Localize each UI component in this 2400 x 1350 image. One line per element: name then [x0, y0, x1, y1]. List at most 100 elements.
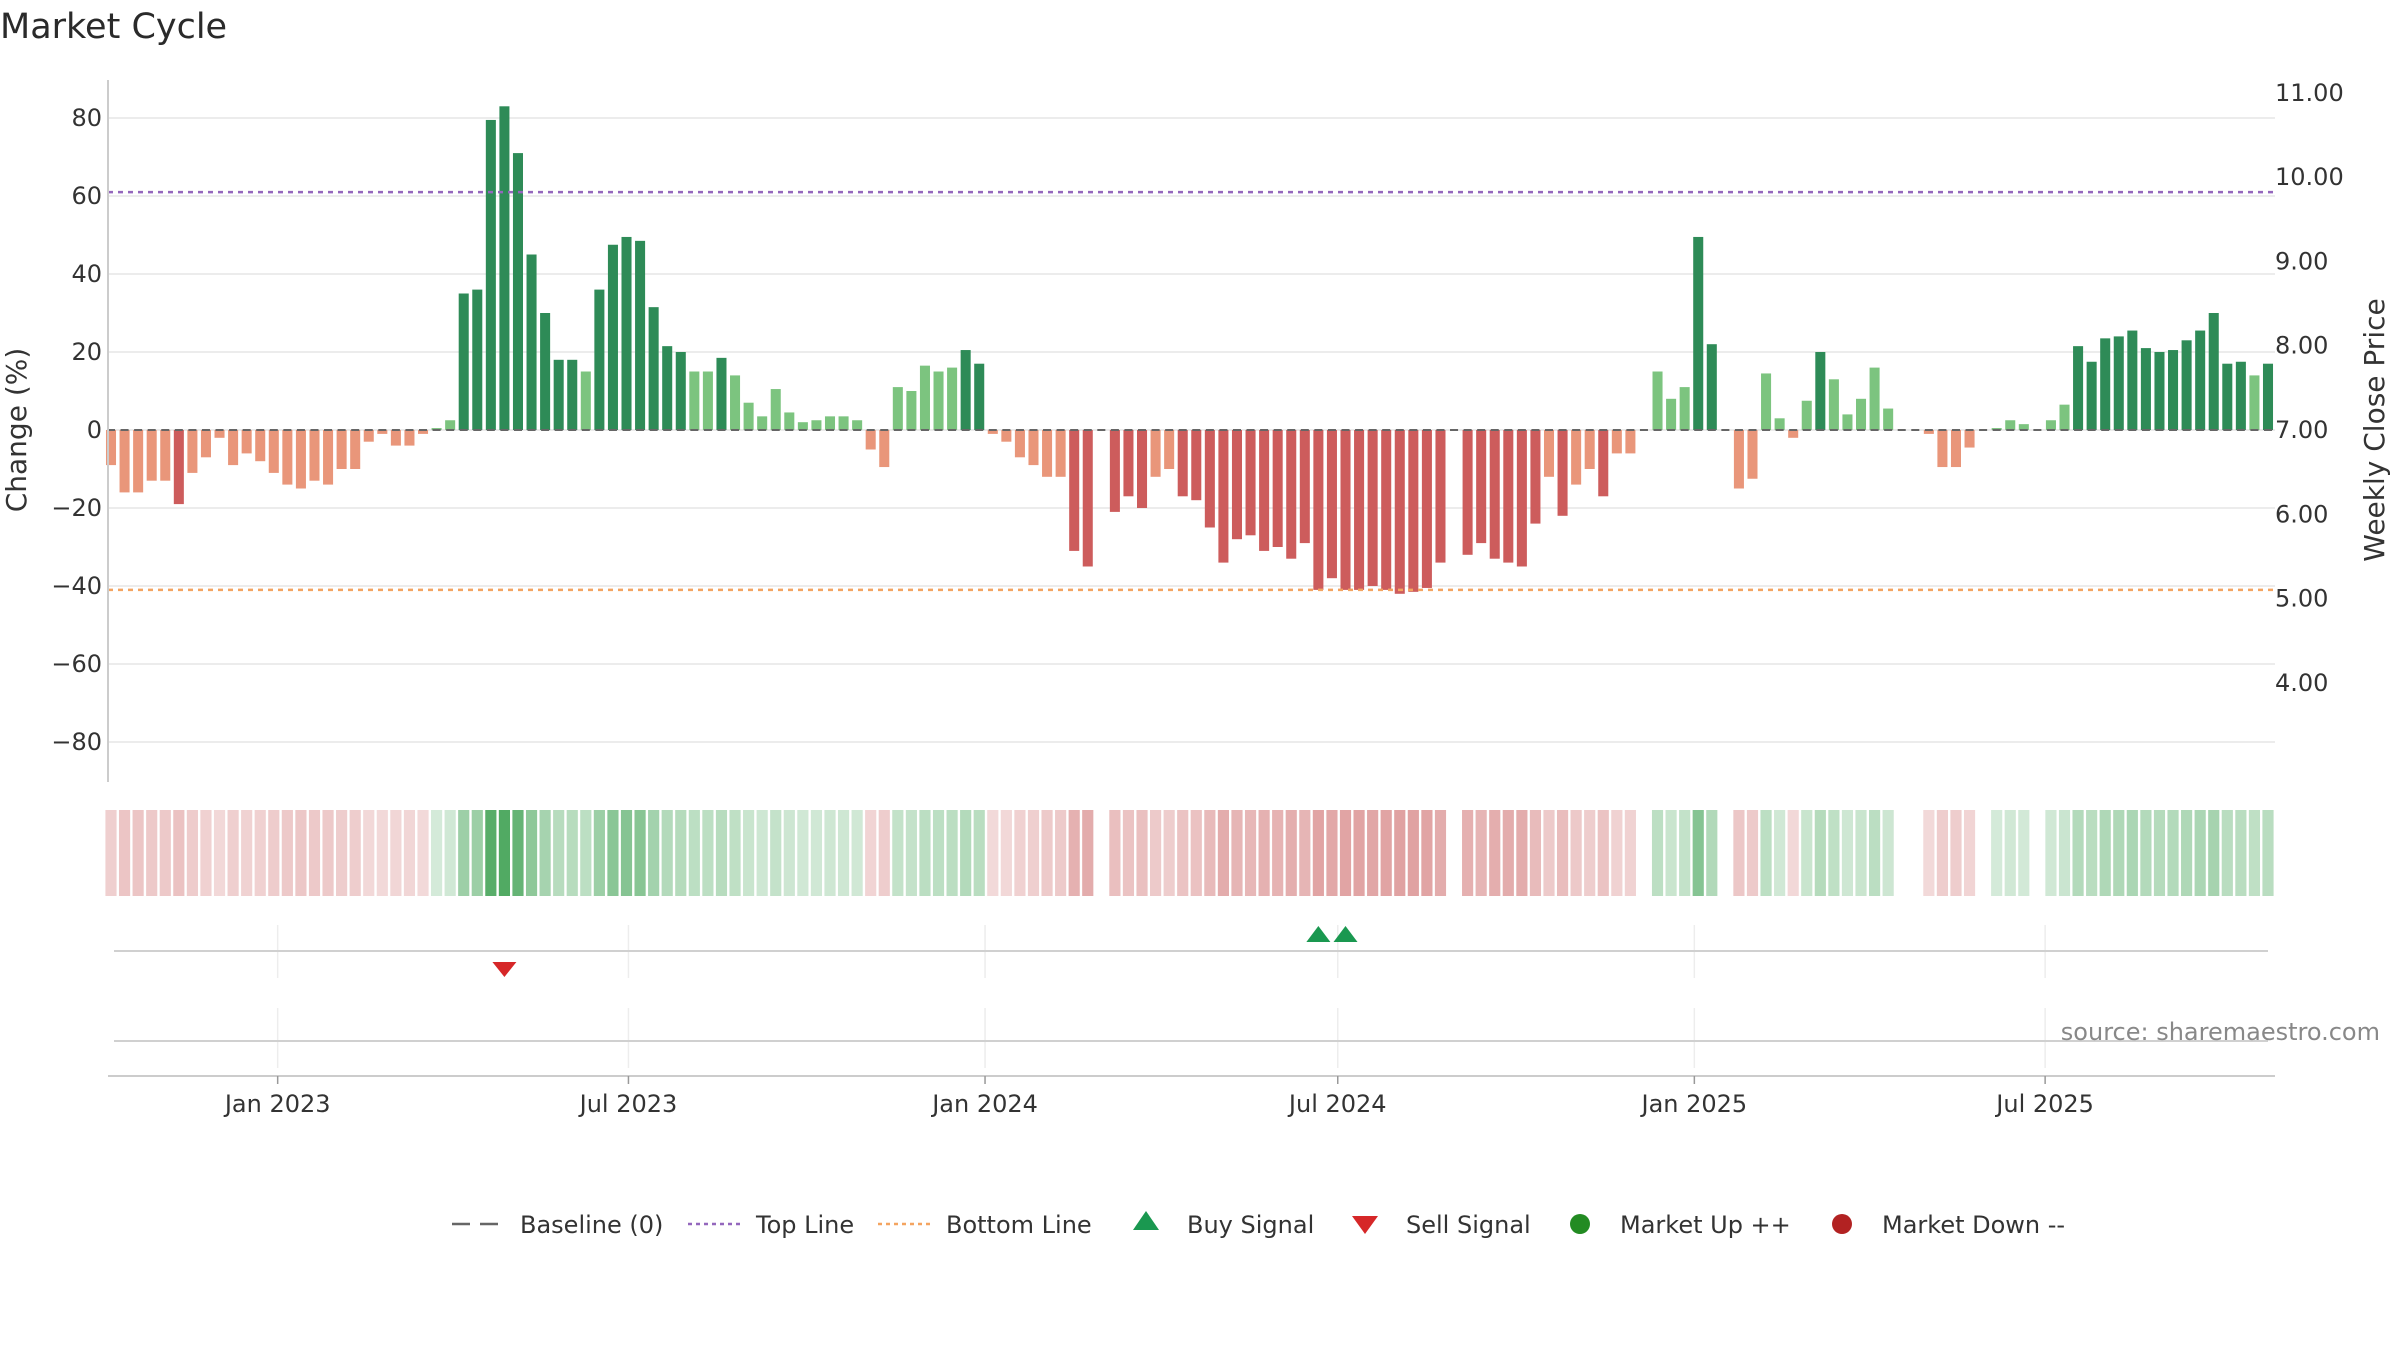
- heatmap-cell: [824, 810, 836, 896]
- legend-label: Buy Signal: [1187, 1211, 1314, 1239]
- heatmap-cell: [2153, 810, 2166, 896]
- change-bar: [2208, 313, 2219, 430]
- heatmap-cell: [254, 810, 266, 896]
- heatmap-cell: [1556, 810, 1569, 896]
- change-bar: [187, 430, 198, 473]
- change-bar: [214, 430, 225, 438]
- change-bar: [1679, 387, 1690, 430]
- change-bar: [1109, 430, 1120, 512]
- heatmap-cell: [2058, 810, 2071, 896]
- legend-label: Bottom Line: [946, 1211, 1092, 1239]
- legend-market-down-icon: [1832, 1214, 1852, 1234]
- change-bar: [689, 371, 700, 430]
- change-bar: [350, 430, 361, 469]
- change-bar: [567, 359, 578, 430]
- heatmap-strip: [105, 810, 2274, 896]
- change-bar: [1082, 430, 1093, 567]
- legend-market-up-icon: [1570, 1214, 1590, 1234]
- y-tick-label: −40: [51, 572, 102, 600]
- change-bar: [1733, 430, 1744, 489]
- heatmap-cell: [797, 810, 809, 896]
- change-bar: [173, 430, 184, 505]
- heatmap-cell: [2140, 810, 2152, 896]
- heatmap-cell: [1380, 810, 1392, 896]
- change-bar: [743, 402, 754, 430]
- heatmap-cell: [1000, 810, 1012, 896]
- change-bar: [1530, 430, 1541, 524]
- heatmap-cell: [281, 810, 293, 896]
- change-bar: [960, 350, 971, 430]
- gridlines: [108, 117, 2275, 1068]
- change-bar: [2127, 330, 2138, 430]
- change-bar: [241, 430, 252, 454]
- heatmap-cell: [1516, 810, 1528, 896]
- legend-label: Sell Signal: [1406, 1211, 1531, 1239]
- heatmap-cell: [1299, 810, 1311, 896]
- change-bar: [2100, 338, 2111, 430]
- y-tick-label: −20: [51, 494, 102, 522]
- change-bar: [1869, 367, 1880, 430]
- change-bar: [1001, 430, 1012, 442]
- heatmap-cell: [580, 810, 592, 896]
- heatmap-cell: [1258, 810, 1270, 896]
- y-axis-title: Change (%): [0, 348, 33, 513]
- y-tick-label: 60: [71, 182, 102, 210]
- heatmap-cell: [810, 810, 823, 896]
- heatmap-cell: [2181, 810, 2193, 896]
- change-bar: [1761, 373, 1772, 430]
- heatmap-cell: [1543, 810, 1555, 896]
- change-bar: [2262, 363, 2274, 430]
- heatmap-cell: [471, 810, 483, 896]
- heatmap-cell: [892, 810, 904, 896]
- heatmap-cell: [1475, 810, 1487, 896]
- change-bar: [2168, 350, 2179, 430]
- change-bar: [2181, 340, 2192, 430]
- change-bar: [1855, 398, 1867, 430]
- change-bar: [2222, 363, 2233, 430]
- change-bar: [1476, 430, 1487, 544]
- change-bar: [852, 420, 863, 430]
- heatmap-cell: [919, 810, 931, 896]
- change-bar: [472, 289, 483, 430]
- change-bar: [879, 430, 890, 468]
- change-bar: [1828, 379, 1839, 430]
- heatmap-cell: [1787, 810, 1799, 896]
- change-bar: [295, 430, 306, 489]
- heatmap-cell: [1204, 810, 1216, 896]
- change-bar: [1625, 430, 1636, 454]
- change-bar: [1964, 430, 1975, 448]
- change-bar: [1489, 430, 1500, 559]
- heatmap-cell: [1055, 810, 1067, 896]
- change-bar: [797, 422, 808, 430]
- heatmap-cell: [1041, 810, 1053, 896]
- heatmap-cell: [1339, 810, 1352, 896]
- change-bar: [1598, 430, 1609, 497]
- heatmap-cell: [2113, 810, 2125, 896]
- change-bar: [1557, 430, 1568, 516]
- change-bar: [445, 420, 456, 430]
- change-bar: [1706, 344, 1717, 430]
- change-bar: [2235, 361, 2246, 430]
- change-bar: [594, 289, 605, 430]
- change-bar: [309, 430, 320, 481]
- heatmap-cell: [159, 810, 171, 896]
- heatmap-cell: [2018, 810, 2030, 896]
- heatmap-cell: [2072, 810, 2084, 896]
- heatmap-cell: [1597, 810, 1609, 896]
- heatmap-cell: [607, 810, 619, 896]
- heatmap-cell: [932, 810, 945, 896]
- heatmap-cell: [1651, 810, 1664, 896]
- heatmap-cell: [2099, 810, 2111, 896]
- change-bar: [1584, 430, 1595, 469]
- heatmap-cell: [1706, 810, 1718, 896]
- heatmap-cell: [363, 810, 375, 896]
- heatmap-cell: [1312, 810, 1324, 896]
- change-bar: [2195, 330, 2206, 430]
- change-bar: [160, 430, 171, 481]
- change-bar: [865, 430, 876, 450]
- heatmap-cell: [1027, 810, 1040, 896]
- change-bar: [1543, 430, 1555, 477]
- change-bar: [1164, 430, 1175, 469]
- heatmap-cell: [1502, 810, 1514, 896]
- heatmap-cell: [1163, 810, 1175, 896]
